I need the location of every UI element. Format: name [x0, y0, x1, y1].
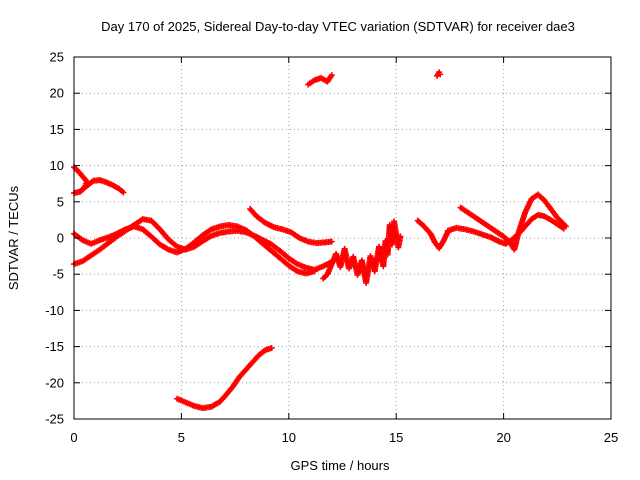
x-tick-label: 10: [282, 430, 296, 445]
data-series: [71, 69, 569, 412]
y-tick-label: 25: [50, 50, 64, 65]
y-tick-label: -25: [45, 412, 64, 427]
data-point: [120, 189, 127, 196]
y-tick-label: 10: [50, 158, 64, 173]
data-point: [562, 223, 569, 230]
x-axis-label: GPS time / hours: [291, 458, 390, 473]
x-tick-label: 0: [70, 430, 77, 445]
y-tick-label: 15: [50, 122, 64, 137]
data-point: [397, 233, 404, 240]
chart-title: Day 170 of 2025, Sidereal Day-to-day VTE…: [101, 19, 575, 34]
y-tick-label: -10: [45, 303, 64, 318]
data-point: [437, 71, 444, 78]
data-point: [328, 72, 335, 79]
data-point: [311, 268, 318, 275]
y-tick-label: 5: [57, 194, 64, 209]
x-tick-label: 20: [496, 430, 510, 445]
data-point: [328, 238, 335, 245]
y-tick-label: -15: [45, 339, 64, 354]
y-tick-label: 0: [57, 231, 64, 246]
data-point: [268, 345, 275, 352]
y-tick-label: 20: [50, 86, 64, 101]
grid: [74, 57, 611, 419]
axes-ticks: 0 5 10 15 20 25 -25 -20 -15 -10 -5 0 5 10 15 20 25: [45, 50, 618, 446]
x-tick-label: 25: [604, 430, 618, 445]
y-tick-label: -20: [45, 375, 64, 390]
y-axis-label: SDTVAR / TECUs: [6, 185, 21, 290]
x-tick-label: 15: [389, 430, 403, 445]
x-tick-label: 5: [178, 430, 185, 445]
y-tick-label: -5: [52, 267, 64, 282]
